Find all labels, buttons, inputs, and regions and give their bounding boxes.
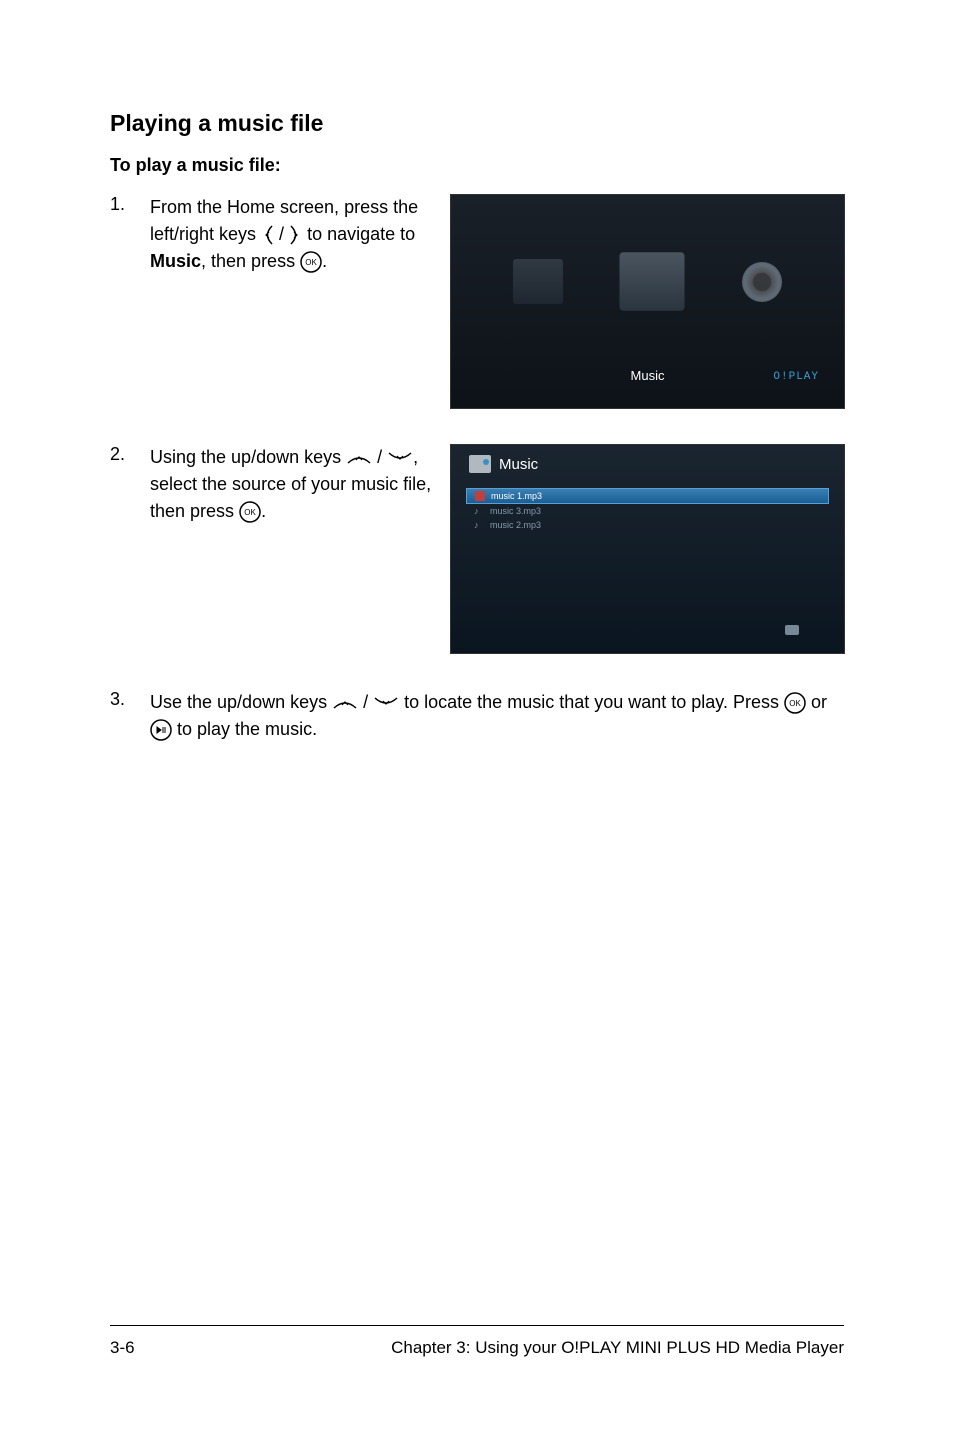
left-key-icon [261,225,274,245]
music-item-selected: music 1.mp3 [466,488,829,504]
text-part: to locate the music that you want to pla… [399,692,784,712]
text-part: to navigate to [302,224,415,244]
file-icon [475,491,485,501]
note-icon: ♪ [474,520,484,530]
music-device-icon [620,252,685,311]
svg-text:OK: OK [244,508,256,517]
up-key-icon [346,451,372,465]
text-part: to play the music. [172,719,317,739]
ok-button-icon: OK [300,251,322,273]
page-number: 3-6 [110,1338,135,1358]
svg-text:OK: OK [305,258,317,267]
step-3-text: Use the up/down keys / to locate the mus… [150,689,844,743]
home-label: Music [631,368,665,383]
text-part: Use the up/down keys [150,692,332,712]
down-key-icon [387,451,413,465]
right-key-icon [289,225,302,245]
carousel-item-center [620,252,685,311]
carousel-item-right [742,262,782,302]
music-folder-icon [469,455,491,473]
home-screenshot: Music O!PLAY [450,194,845,409]
home-logo: O!PLAY [773,371,819,383]
sub-title: To play a music file: [110,155,844,176]
step-1: 1. From the Home screen, press the left/… [110,194,844,409]
ok-button-icon: OK [784,692,806,714]
footer-hint-icon [785,625,799,635]
text-part: / [274,224,289,244]
step-number: 1. [110,194,150,215]
step-1-text: From the Home screen, press the left/rig… [150,194,435,275]
up-key-icon [332,696,358,710]
step-number: 2. [110,444,150,465]
step-number: 3. [110,689,150,710]
text-part: , then press [201,251,300,271]
section-title: Playing a music file [110,110,844,137]
text-part: Using the up/down keys [150,447,346,467]
carousel [481,215,814,348]
note-icon: ♪ [474,506,484,516]
disc-icon [742,262,782,302]
music-item: ♪ music 3.mp3 [466,504,829,518]
step-2: 2. Using the up/down keys / , select the… [110,444,844,654]
page-content: Playing a music file To play a music fil… [0,0,954,743]
music-item: ♪ music 2.mp3 [466,518,829,532]
text-part: . [322,251,327,271]
chapter-label: Chapter 3: Using your O!PLAY MINI PLUS H… [391,1338,844,1358]
svg-text:OK: OK [789,699,801,708]
text-part: or [806,692,827,712]
text-bold: Music [150,251,201,271]
music-list-screenshot: Music music 1.mp3 ♪ music 3.mp3 ♪ music … [450,444,845,654]
music-header-label: Music [499,456,538,473]
music-item-label: music 2.mp3 [490,520,541,530]
text-part: / [358,692,373,712]
step-2-text: Using the up/down keys / , select the so… [150,444,435,525]
device-icon [513,259,563,304]
text-part: . [261,501,266,521]
page-footer: 3-6 Chapter 3: Using your O!PLAY MINI PL… [110,1325,844,1358]
ok-button-icon: OK [239,501,261,523]
music-header: Music [451,445,844,483]
carousel-item-left [513,259,563,304]
music-item-label: music 1.mp3 [491,491,542,501]
music-list: music 1.mp3 ♪ music 3.mp3 ♪ music 2.mp3 [451,483,844,537]
step-3: 3. Use the up/down keys / to locate the … [110,689,844,743]
down-key-icon [373,696,399,710]
music-item-label: music 3.mp3 [490,506,541,516]
play-pause-button-icon [150,719,172,741]
text-part: / [372,447,387,467]
